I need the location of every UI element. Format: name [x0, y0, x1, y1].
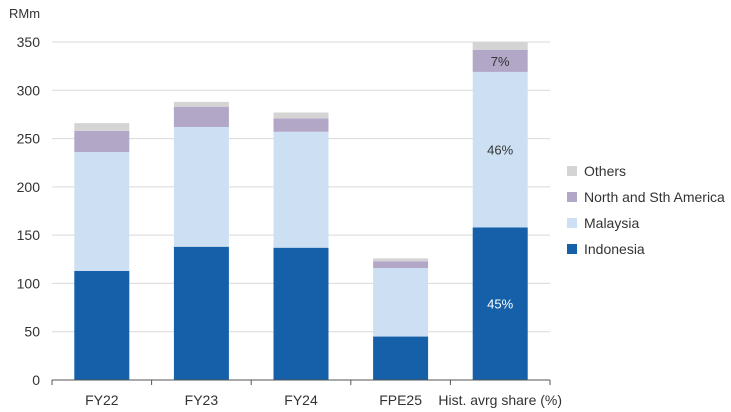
bar-segment [173, 101, 229, 107]
bar-segment [74, 152, 130, 271]
legend-label: Malaysia [584, 215, 640, 231]
legend-label: Others [584, 163, 627, 179]
bar-segment [273, 131, 329, 248]
y-tick-label: 150 [17, 227, 41, 243]
bar-segment [373, 336, 429, 380]
bar-segment [273, 112, 329, 119]
legend-swatch [567, 192, 577, 202]
legend-swatch [567, 218, 577, 228]
data-label: 46% [487, 143, 513, 158]
legend-label: Indonesia [584, 241, 645, 257]
bar-segment [472, 49, 528, 72]
y-tick-label: 0 [32, 372, 40, 388]
y-tick-label: 200 [17, 179, 41, 195]
chart-legend: Others North and Sth America Malaysia Indon… [567, 158, 725, 262]
y-tick-label: 300 [17, 82, 41, 98]
data-label: 45% [487, 297, 513, 312]
bar-segment [472, 71, 528, 228]
bar-segment [173, 126, 229, 247]
x-tick-label: FPE25 [379, 392, 422, 408]
x-tick-label: FY22 [85, 392, 119, 408]
legend-item: Others [567, 158, 725, 184]
bar-segment [373, 261, 429, 268]
data-label: 7% [491, 54, 510, 69]
legend-swatch [567, 166, 577, 176]
legend-item: Malaysia [567, 210, 725, 236]
y-tick-label: 50 [24, 324, 40, 340]
bar-segment [273, 247, 329, 380]
y-tick-label: 350 [17, 34, 41, 50]
x-tick-label: FY24 [284, 392, 318, 408]
bar-segment [74, 270, 130, 380]
legend-item: North and Sth America [567, 184, 725, 210]
bar-segment [74, 123, 130, 131]
bar-segment [173, 106, 229, 127]
bar-segment [273, 118, 329, 132]
bar-segment [173, 246, 229, 380]
x-tick-label: Hist. avrg share (%) [438, 392, 562, 408]
bar-segment [373, 267, 429, 337]
bar-segment [373, 258, 429, 262]
legend-item: Indonesia [567, 236, 725, 262]
x-tick-label: FY23 [185, 392, 219, 408]
legend-swatch [567, 244, 577, 254]
y-axis-label: RMm [9, 6, 40, 21]
bar-segment [74, 130, 130, 153]
y-tick-label: 250 [17, 131, 41, 147]
legend-label: North and Sth America [584, 189, 725, 205]
bar-segment [472, 42, 528, 50]
bar-segment [472, 227, 528, 380]
y-tick-label: 100 [17, 275, 41, 291]
